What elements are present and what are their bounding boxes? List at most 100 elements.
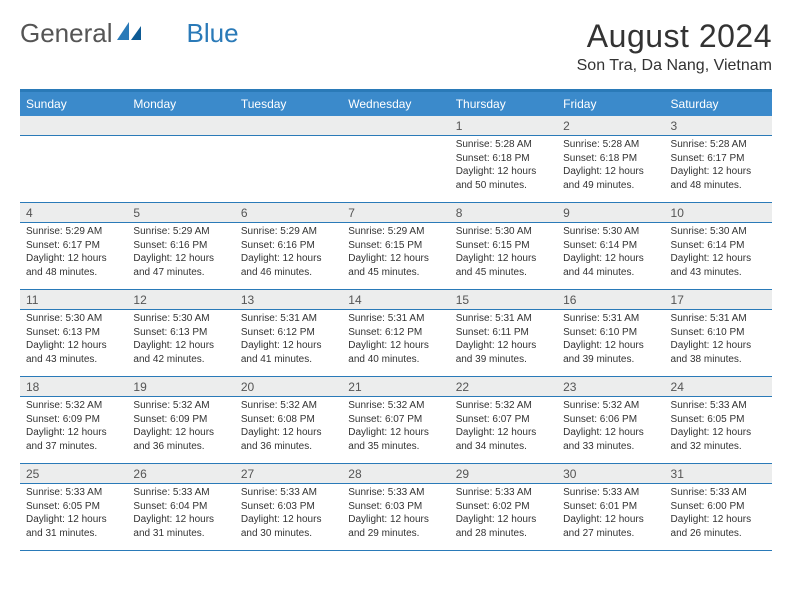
day-number: 4 bbox=[20, 203, 127, 222]
day-number bbox=[127, 116, 234, 135]
day-cell: Sunrise: 5:32 AM Sunset: 6:08 PM Dayligh… bbox=[235, 397, 342, 463]
day-number: 29 bbox=[450, 464, 557, 483]
day-number: 24 bbox=[665, 377, 772, 396]
day-cell: Sunrise: 5:30 AM Sunset: 6:13 PM Dayligh… bbox=[127, 310, 234, 376]
day-cell bbox=[127, 136, 234, 202]
day-number: 9 bbox=[557, 203, 664, 222]
day-cell: Sunrise: 5:33 AM Sunset: 6:03 PM Dayligh… bbox=[342, 484, 449, 550]
day-number-row: 45678910 bbox=[20, 203, 772, 223]
day-number: 3 bbox=[665, 116, 772, 135]
day-cell bbox=[20, 136, 127, 202]
day-number: 30 bbox=[557, 464, 664, 483]
sail-icon bbox=[115, 18, 143, 49]
day-number: 25 bbox=[20, 464, 127, 483]
day-number: 31 bbox=[665, 464, 772, 483]
day-number bbox=[342, 116, 449, 135]
calendar-week: 11121314151617Sunrise: 5:30 AM Sunset: 6… bbox=[20, 290, 772, 377]
logo: General Blue bbox=[20, 18, 239, 49]
day-cell: Sunrise: 5:28 AM Sunset: 6:18 PM Dayligh… bbox=[450, 136, 557, 202]
day-number-row: 18192021222324 bbox=[20, 377, 772, 397]
calendar: Sunday Monday Tuesday Wednesday Thursday… bbox=[20, 89, 772, 551]
day-number: 16 bbox=[557, 290, 664, 309]
day-cell: Sunrise: 5:31 AM Sunset: 6:10 PM Dayligh… bbox=[557, 310, 664, 376]
day-cell: Sunrise: 5:33 AM Sunset: 6:01 PM Dayligh… bbox=[557, 484, 664, 550]
day-cell: Sunrise: 5:33 AM Sunset: 6:03 PM Dayligh… bbox=[235, 484, 342, 550]
day-cell: Sunrise: 5:33 AM Sunset: 6:02 PM Dayligh… bbox=[450, 484, 557, 550]
day-cell: Sunrise: 5:29 AM Sunset: 6:17 PM Dayligh… bbox=[20, 223, 127, 289]
day-cell bbox=[342, 136, 449, 202]
day-number: 13 bbox=[235, 290, 342, 309]
day-cell: Sunrise: 5:29 AM Sunset: 6:15 PM Dayligh… bbox=[342, 223, 449, 289]
day-content-row: Sunrise: 5:30 AM Sunset: 6:13 PM Dayligh… bbox=[20, 310, 772, 376]
day-cell: Sunrise: 5:32 AM Sunset: 6:07 PM Dayligh… bbox=[450, 397, 557, 463]
day-number: 5 bbox=[127, 203, 234, 222]
calendar-week: 25262728293031Sunrise: 5:33 AM Sunset: 6… bbox=[20, 464, 772, 551]
day-number: 6 bbox=[235, 203, 342, 222]
day-cell: Sunrise: 5:31 AM Sunset: 6:10 PM Dayligh… bbox=[665, 310, 772, 376]
day-cell: Sunrise: 5:30 AM Sunset: 6:14 PM Dayligh… bbox=[665, 223, 772, 289]
day-number-row: 11121314151617 bbox=[20, 290, 772, 310]
day-number: 1 bbox=[450, 116, 557, 135]
logo-word2: Blue bbox=[187, 18, 239, 49]
day-number: 8 bbox=[450, 203, 557, 222]
day-number: 14 bbox=[342, 290, 449, 309]
logo-word1: General bbox=[20, 18, 113, 49]
day-cell: Sunrise: 5:33 AM Sunset: 6:04 PM Dayligh… bbox=[127, 484, 234, 550]
day-content-row: Sunrise: 5:33 AM Sunset: 6:05 PM Dayligh… bbox=[20, 484, 772, 550]
day-cell: Sunrise: 5:31 AM Sunset: 6:12 PM Dayligh… bbox=[342, 310, 449, 376]
day-number: 12 bbox=[127, 290, 234, 309]
day-number-row: 123 bbox=[20, 116, 772, 136]
day-content-row: Sunrise: 5:28 AM Sunset: 6:18 PM Dayligh… bbox=[20, 136, 772, 202]
day-number: 20 bbox=[235, 377, 342, 396]
day-number: 15 bbox=[450, 290, 557, 309]
day-number: 26 bbox=[127, 464, 234, 483]
weeks-container: 123Sunrise: 5:28 AM Sunset: 6:18 PM Dayl… bbox=[20, 116, 772, 551]
calendar-week: 18192021222324Sunrise: 5:32 AM Sunset: 6… bbox=[20, 377, 772, 464]
day-cell: Sunrise: 5:32 AM Sunset: 6:07 PM Dayligh… bbox=[342, 397, 449, 463]
day-number bbox=[235, 116, 342, 135]
day-cell: Sunrise: 5:31 AM Sunset: 6:11 PM Dayligh… bbox=[450, 310, 557, 376]
day-number: 27 bbox=[235, 464, 342, 483]
calendar-week: 123Sunrise: 5:28 AM Sunset: 6:18 PM Dayl… bbox=[20, 116, 772, 203]
day-cell: Sunrise: 5:30 AM Sunset: 6:15 PM Dayligh… bbox=[450, 223, 557, 289]
day-content-row: Sunrise: 5:32 AM Sunset: 6:09 PM Dayligh… bbox=[20, 397, 772, 463]
day-cell: Sunrise: 5:32 AM Sunset: 6:06 PM Dayligh… bbox=[557, 397, 664, 463]
day-cell: Sunrise: 5:29 AM Sunset: 6:16 PM Dayligh… bbox=[235, 223, 342, 289]
weekday-head: Saturday bbox=[665, 92, 772, 116]
day-number: 17 bbox=[665, 290, 772, 309]
day-cell: Sunrise: 5:33 AM Sunset: 6:05 PM Dayligh… bbox=[20, 484, 127, 550]
title-block: August 2024 Son Tra, Da Nang, Vietnam bbox=[577, 18, 772, 75]
day-cell: Sunrise: 5:30 AM Sunset: 6:14 PM Dayligh… bbox=[557, 223, 664, 289]
day-number: 28 bbox=[342, 464, 449, 483]
weekday-head: Monday bbox=[127, 92, 234, 116]
title-location: Son Tra, Da Nang, Vietnam bbox=[577, 57, 772, 75]
day-number: 19 bbox=[127, 377, 234, 396]
day-number: 21 bbox=[342, 377, 449, 396]
day-cell: Sunrise: 5:28 AM Sunset: 6:17 PM Dayligh… bbox=[665, 136, 772, 202]
day-content-row: Sunrise: 5:29 AM Sunset: 6:17 PM Dayligh… bbox=[20, 223, 772, 289]
day-cell: Sunrise: 5:32 AM Sunset: 6:09 PM Dayligh… bbox=[20, 397, 127, 463]
day-cell: Sunrise: 5:30 AM Sunset: 6:13 PM Dayligh… bbox=[20, 310, 127, 376]
day-number: 18 bbox=[20, 377, 127, 396]
day-cell: Sunrise: 5:33 AM Sunset: 6:00 PM Dayligh… bbox=[665, 484, 772, 550]
day-cell: Sunrise: 5:31 AM Sunset: 6:12 PM Dayligh… bbox=[235, 310, 342, 376]
day-number: 22 bbox=[450, 377, 557, 396]
weekday-head: Thursday bbox=[450, 92, 557, 116]
day-number-row: 25262728293031 bbox=[20, 464, 772, 484]
weekday-header-row: Sunday Monday Tuesday Wednesday Thursday… bbox=[20, 92, 772, 116]
day-cell: Sunrise: 5:33 AM Sunset: 6:05 PM Dayligh… bbox=[665, 397, 772, 463]
weekday-head: Wednesday bbox=[342, 92, 449, 116]
day-number: 2 bbox=[557, 116, 664, 135]
day-cell bbox=[235, 136, 342, 202]
day-number: 7 bbox=[342, 203, 449, 222]
day-number: 11 bbox=[20, 290, 127, 309]
calendar-week: 45678910Sunrise: 5:29 AM Sunset: 6:17 PM… bbox=[20, 203, 772, 290]
day-cell: Sunrise: 5:32 AM Sunset: 6:09 PM Dayligh… bbox=[127, 397, 234, 463]
day-cell: Sunrise: 5:29 AM Sunset: 6:16 PM Dayligh… bbox=[127, 223, 234, 289]
weekday-head: Friday bbox=[557, 92, 664, 116]
day-number bbox=[20, 116, 127, 135]
day-cell: Sunrise: 5:28 AM Sunset: 6:18 PM Dayligh… bbox=[557, 136, 664, 202]
title-month: August 2024 bbox=[577, 18, 772, 55]
day-number: 10 bbox=[665, 203, 772, 222]
day-number: 23 bbox=[557, 377, 664, 396]
